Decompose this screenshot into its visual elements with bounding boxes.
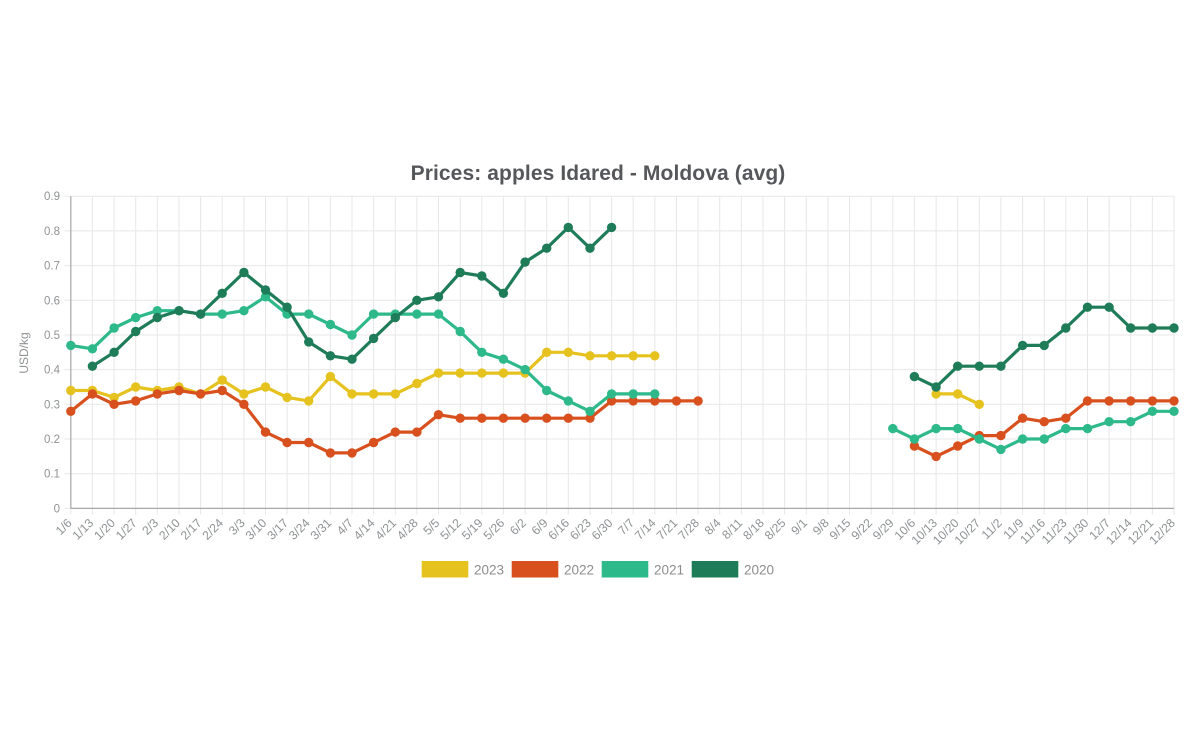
svg-text:2021: 2021 [654, 563, 684, 578]
svg-text:0.7: 0.7 [44, 261, 60, 273]
svg-text:0.5: 0.5 [44, 330, 60, 342]
svg-text:USD/kg: USD/kg [17, 332, 31, 373]
svg-text:2022: 2022 [564, 563, 594, 578]
svg-text:0.3: 0.3 [44, 399, 60, 411]
svg-text:0.4: 0.4 [44, 365, 61, 377]
svg-text:0.9: 0.9 [44, 191, 60, 203]
svg-text:0.1: 0.1 [44, 469, 60, 481]
svg-text:Prices: apples Idared - Moldov: Prices: apples Idared - Moldova (avg) [411, 162, 786, 185]
svg-text:0: 0 [54, 503, 60, 515]
svg-text:0.8: 0.8 [44, 226, 60, 238]
svg-text:0.6: 0.6 [44, 295, 60, 307]
svg-text:0.2: 0.2 [44, 434, 60, 446]
svg-text:2020: 2020 [744, 563, 774, 578]
svg-text:2023: 2023 [474, 563, 504, 578]
